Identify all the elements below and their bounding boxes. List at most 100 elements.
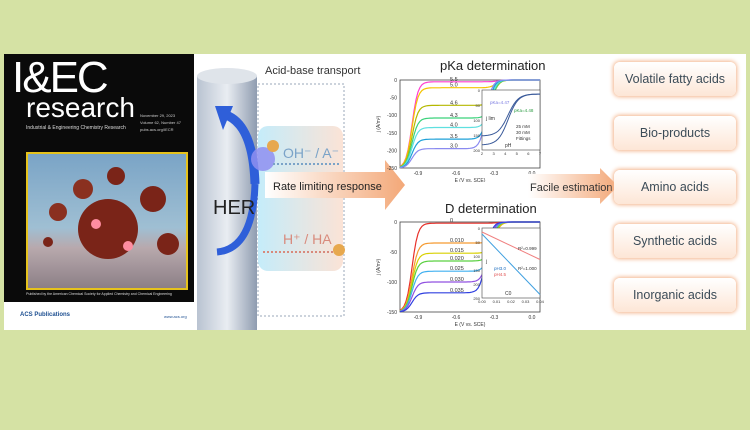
- inset-y-tick: 150: [473, 268, 480, 273]
- application-box: Synthetic acids: [614, 224, 736, 258]
- inset-x-tick: 3: [492, 151, 495, 156]
- x-tick-label: -0.3: [490, 315, 499, 321]
- cover-volume: Volume 62, Number 47: [140, 120, 181, 125]
- inset-y-tick: 0: [478, 88, 481, 93]
- x-tick-label: -0.3: [490, 171, 499, 177]
- mechanism-diagram: HER Acid-base transport OH⁻ / A⁻ H⁺ / HA…: [197, 65, 405, 330]
- y-tick-label: 0: [394, 78, 397, 84]
- r2-annotation: R²=1.000: [518, 266, 537, 271]
- inset-y-tick: 100: [473, 254, 480, 259]
- inset-x-tick: 5: [516, 151, 519, 156]
- cover-publisher-note: Published by the American Chemical Socie…: [26, 292, 172, 296]
- curve-label: 5.5: [450, 77, 458, 83]
- inset-y-tick: 0: [478, 226, 481, 231]
- x-tick-label: -0.9: [414, 315, 423, 321]
- curve-label: 3.5: [450, 134, 458, 140]
- d-plot: 0 -50 -100 -150 -0.9 -0.6 -0.3 0.0 E (V vs. SCE)…: [376, 218, 545, 328]
- y-tick-label: -100: [387, 280, 397, 286]
- inset-x-tick: 4: [504, 151, 507, 156]
- inset-y-tick: 200: [473, 148, 480, 153]
- facile-arrow: Facile estimation: [528, 168, 618, 204]
- application-box: Volatile fatty acids: [614, 62, 736, 96]
- inset-x-label: pH: [505, 143, 512, 149]
- rate-limiting-label: Rate limiting response: [273, 181, 382, 193]
- cover-date: November 29, 2023: [140, 113, 176, 118]
- pka-plot: 0-50-100-150-200-250-0.9-0.6-0.30.0E (V …: [376, 77, 542, 182]
- cover-url: pubs.acs.org/IECR: [140, 127, 174, 132]
- curve-label: 3.0: [450, 144, 458, 150]
- y-tick-label: -150: [387, 131, 397, 137]
- application-box: Amino acids: [614, 170, 736, 204]
- curve-label: 4.0: [450, 123, 458, 129]
- inset-x-tick: 0.01: [493, 299, 502, 304]
- x-tick-label: -0.6: [452, 171, 461, 177]
- inset-y-tick: 150: [473, 133, 480, 138]
- x-tick-label: -0.6: [452, 315, 461, 321]
- curve-label: 4.6: [450, 100, 458, 106]
- y-tick-label: -250: [387, 166, 397, 172]
- pka-annotation: pKa=4.48: [514, 108, 534, 113]
- cover-title: I&EC: [12, 54, 109, 102]
- curve-label: 0.030: [450, 277, 464, 283]
- curve: [399, 221, 540, 313]
- journal-cover: I&EC research Industrial & Engineering C…: [4, 54, 194, 330]
- curve-label: 5.0: [450, 83, 458, 89]
- cover-meta: November 29, 2023 Volume 62, Number 47 pub…: [140, 112, 181, 133]
- cover-image: [26, 152, 188, 290]
- fit-line: [481, 233, 541, 295]
- inset-x-tick: 7: [539, 151, 542, 156]
- application-box: Bio-products: [614, 116, 736, 150]
- inset-y-tick: 100: [473, 118, 480, 123]
- curve-label: 4.3: [450, 113, 458, 119]
- acs-logo: ACS Publications: [20, 312, 71, 318]
- inset-legend-item: 25 mM: [516, 124, 530, 129]
- r2-annotation: R²=0.999: [518, 246, 537, 251]
- curve-label: 0.025: [450, 266, 464, 272]
- inset-legend-item: 30 mM: [516, 130, 530, 135]
- transport-zone: [258, 126, 343, 271]
- inset-y-label: j lim: [485, 116, 495, 122]
- pka-plot-title: pKa determination: [440, 58, 546, 73]
- rate-limiting-arrow: [265, 160, 405, 210]
- nanocluster-illustration: [43, 167, 179, 259]
- cover-subtitle: research: [26, 92, 135, 123]
- y-tick-label: -50: [390, 250, 397, 256]
- inset-x-tick: 6: [527, 151, 530, 156]
- cover-footer: [4, 302, 194, 330]
- curve-label: 0.020: [450, 256, 464, 262]
- inset-y-tick: 50: [476, 103, 481, 108]
- cover-site: www.acs.org: [164, 314, 187, 319]
- y-axis-label: j (A/m²): [376, 258, 382, 276]
- y-tick-label: -200: [387, 148, 397, 154]
- inset-x-tick: 2: [481, 151, 484, 156]
- electrode-top: [197, 68, 257, 84]
- curve-label: 0.015: [450, 248, 464, 254]
- y-tick-label: -100: [387, 113, 397, 119]
- species-out-label: OH⁻ / A⁻: [283, 145, 339, 161]
- x-axis-label: E (V vs. SCE): [455, 322, 486, 328]
- particle: [333, 244, 345, 256]
- particle: [267, 140, 279, 152]
- pka-annotation: pKa=4.47: [490, 100, 510, 105]
- species-in-label: H⁺ / HA: [283, 231, 332, 247]
- curve-label: 0.010: [450, 238, 464, 244]
- y-tick-label: -50: [390, 96, 397, 102]
- inset-x-tick: 0.03: [522, 299, 531, 304]
- inset-legend-item: Fittings: [516, 136, 531, 141]
- inset-legend-item: pH3.0: [494, 266, 507, 271]
- inset-x-label: C0: [505, 291, 512, 297]
- her-label: HER: [213, 197, 255, 219]
- fit-line: [481, 231, 541, 260]
- inset-y-label: j: [485, 259, 487, 265]
- inset-x-tick: 0.00: [478, 299, 487, 304]
- curve-label: 0: [450, 218, 453, 224]
- bubble: [251, 147, 275, 171]
- transport-title: Acid-base transport: [265, 65, 360, 77]
- inset-y-tick: 50: [476, 240, 481, 245]
- x-tick-label: -0.9: [414, 171, 423, 177]
- inset-y-tick: 200: [473, 282, 480, 287]
- x-axis-label: E (V vs. SCE): [455, 178, 486, 182]
- inset-frame: [481, 227, 541, 299]
- fitting-curve: [481, 93, 540, 146]
- inset-frame: [481, 89, 541, 151]
